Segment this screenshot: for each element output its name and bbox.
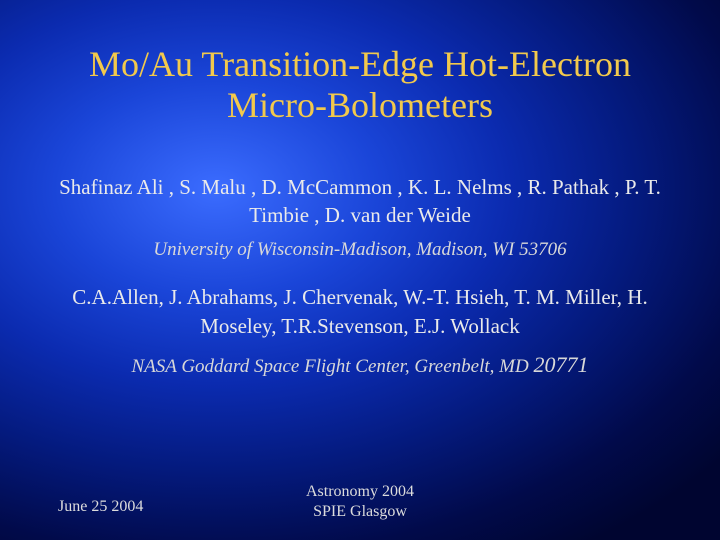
slide-title: Mo/Au Transition-Edge Hot-Electron Micro… <box>50 44 670 127</box>
affiliation-2-zip: 20771 <box>533 352 588 377</box>
slide-container: Mo/Au Transition-Edge Hot-Electron Micro… <box>0 0 720 540</box>
conference-line-1: Astronomy 2004 <box>0 482 720 502</box>
affiliation-1: University of Wisconsin-Madison, Madison… <box>50 239 670 261</box>
conference-line-2: SPIE Glasgow <box>0 502 720 522</box>
affiliation-2: NASA Goddard Space Flight Center, Greenb… <box>50 352 670 378</box>
authors-group-1: Shafinaz Ali , S. Malu , D. McCammon , K… <box>50 173 670 230</box>
slide-footer: Astronomy 2004 SPIE Glasgow <box>0 482 720 522</box>
affiliation-2-text: NASA Goddard Space Flight Center, Greenb… <box>132 356 534 377</box>
authors-group-2: C.A.Allen, J. Abrahams, J. Chervenak, W.… <box>50 283 670 340</box>
